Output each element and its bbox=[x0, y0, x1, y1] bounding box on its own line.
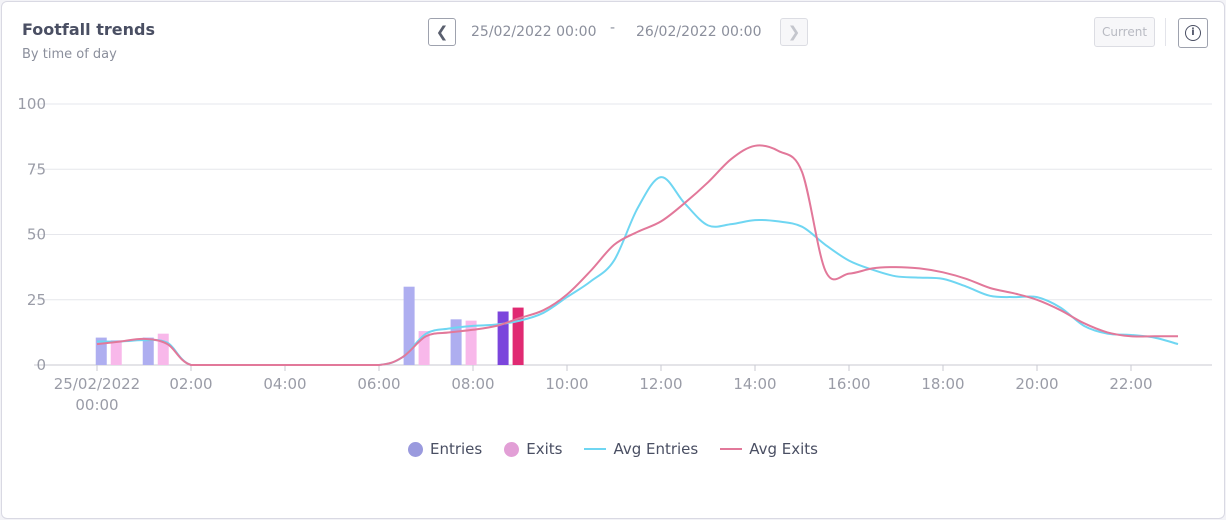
toolbar-divider bbox=[1165, 18, 1166, 46]
bar-entries bbox=[450, 319, 462, 365]
chart-subtitle: By time of day bbox=[22, 47, 117, 62]
series-line-avg-entries bbox=[96, 176, 1179, 366]
chevron-right-icon: ❯ bbox=[787, 23, 801, 41]
x-tick-label: 10:00 bbox=[545, 375, 588, 393]
x-tick-label: 18:00 bbox=[921, 375, 964, 393]
date-to: 26/02/2022 00:00 bbox=[636, 24, 762, 40]
bar-exits bbox=[512, 307, 524, 365]
legend-item-entries[interactable]: Entries bbox=[407, 440, 483, 458]
legend-swatch-entries bbox=[407, 441, 423, 457]
series-line-avg-exits bbox=[96, 144, 1178, 366]
x-tick-label: 25/02/2022 bbox=[54, 375, 140, 393]
legend-item-avg-entries[interactable]: Avg Entries bbox=[584, 440, 698, 458]
y-tick-label: 50 bbox=[27, 226, 46, 244]
y-tick-label: 100 bbox=[17, 95, 46, 113]
chevron-left-icon: ❮ bbox=[435, 23, 449, 41]
date-separator: - bbox=[610, 20, 616, 36]
footfall-chart: 0 25 50 75 100 25/02/2022 00:00 02:00 04:00 06:00… bbox=[17, 95, 1212, 414]
chart-title: Footfall trends bbox=[22, 20, 155, 39]
legend-swatch-avg-exits bbox=[720, 448, 743, 450]
x-tick-label: 20:00 bbox=[1015, 375, 1058, 393]
info-button[interactable]: i bbox=[1178, 18, 1208, 48]
x-tick-label: 04:00 bbox=[263, 375, 306, 393]
legend-label-exits: Exits bbox=[526, 440, 563, 458]
bar-exits bbox=[157, 333, 169, 365]
previous-date-button[interactable]: ❮ bbox=[428, 18, 456, 46]
legend-label-avg-exits: Avg Exits bbox=[749, 440, 819, 458]
y-tick-label: 75 bbox=[27, 160, 46, 178]
bar-entries bbox=[142, 337, 154, 365]
bar-exits bbox=[418, 331, 430, 365]
bar-exits bbox=[110, 340, 122, 365]
legend-label-avg-entries: Avg Entries bbox=[613, 440, 699, 458]
x-tick-label: 02:00 bbox=[169, 375, 212, 393]
date-from: 25/02/2022 00:00 bbox=[471, 24, 597, 40]
x-tick-label: 22:00 bbox=[1109, 375, 1152, 393]
chart-legend: Entries Exits Avg Entries Avg Exits bbox=[0, 440, 1226, 458]
bar-entries bbox=[403, 286, 415, 365]
info-icon: i bbox=[1185, 25, 1201, 41]
bar-entries bbox=[497, 311, 509, 365]
x-tick-label: 16:00 bbox=[827, 375, 870, 393]
current-button[interactable]: Current bbox=[1094, 17, 1155, 47]
x-tick-label: 14:00 bbox=[733, 375, 776, 393]
bar-entries bbox=[95, 337, 107, 365]
legend-swatch-exits bbox=[504, 441, 520, 457]
bar-exits bbox=[465, 320, 477, 365]
legend-item-avg-exits[interactable]: Avg Exits bbox=[720, 440, 818, 458]
x-tick-label: 06:00 bbox=[357, 375, 400, 393]
legend-swatch-avg-entries bbox=[584, 448, 607, 450]
x-tick-label: 08:00 bbox=[451, 375, 494, 393]
y-tick-label: 25 bbox=[27, 291, 46, 309]
y-tick-label: 0 bbox=[36, 356, 46, 374]
legend-item-exits[interactable]: Exits bbox=[504, 440, 562, 458]
legend-label-entries: Entries bbox=[429, 440, 483, 458]
x-tick-label: 12:00 bbox=[639, 375, 682, 393]
x-tick-label-line2: 00:00 bbox=[75, 396, 118, 414]
next-date-button[interactable]: ❯ bbox=[780, 18, 808, 46]
